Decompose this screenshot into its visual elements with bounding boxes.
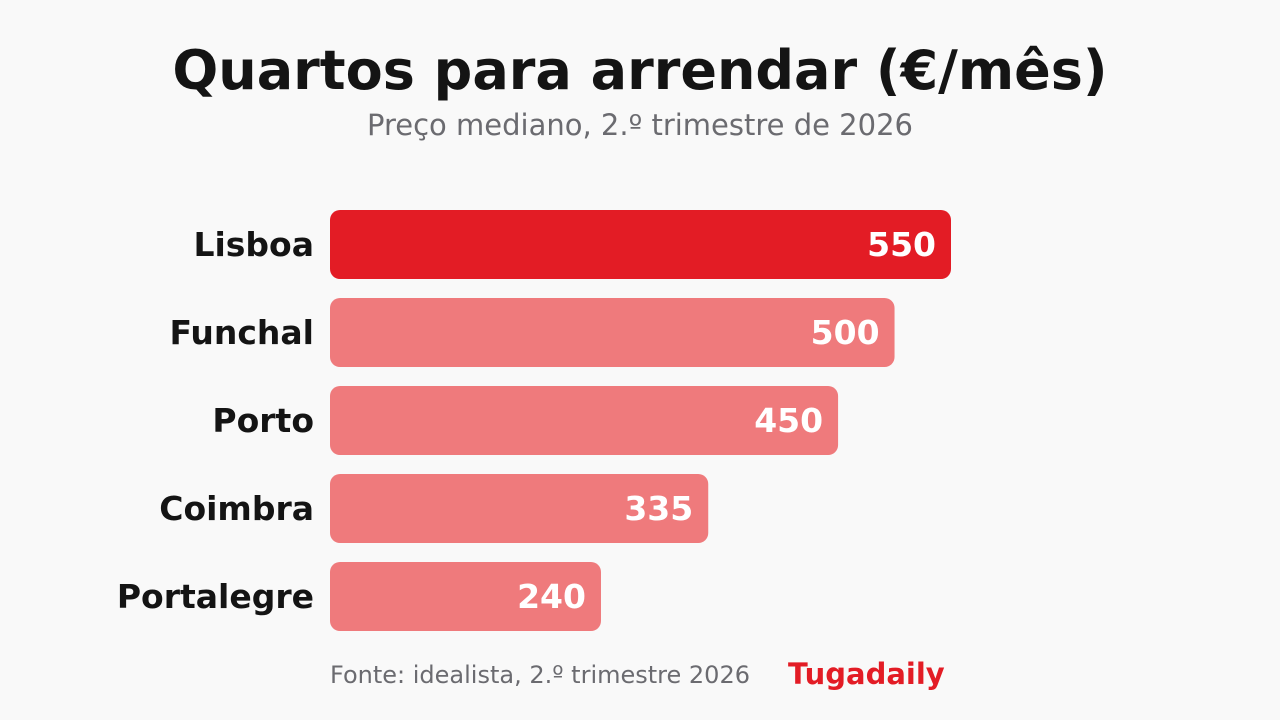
bar-funchal <box>330 298 895 367</box>
chart-subtitle: Preço mediano, 2.º trimestre de 2026 <box>367 108 913 142</box>
category-label-porto: Porto <box>212 401 314 440</box>
category-label-lisboa: Lisboa <box>193 225 314 264</box>
value-label-funchal: 500 <box>811 313 880 352</box>
value-label-coimbra: 335 <box>624 489 693 528</box>
value-label-lisboa: 550 <box>867 225 936 264</box>
source-note: Fonte: idealista, 2.º trimestre 2026 <box>330 661 750 689</box>
brand-logo-text: Tugadaily <box>788 657 945 691</box>
chart-title: Quartos para arrendar (€/mês) <box>172 39 1108 102</box>
value-label-portalegre: 240 <box>517 577 586 616</box>
category-label-portalegre: Portalegre <box>117 577 314 616</box>
bar-porto <box>330 386 839 455</box>
bar-coimbra <box>330 474 709 543</box>
bar-portalegre <box>330 562 601 631</box>
value-label-porto: 450 <box>754 401 823 440</box>
category-label-coimbra: Coimbra <box>159 489 314 528</box>
category-label-funchal: Funchal <box>169 313 314 352</box>
bar-lisboa <box>330 210 951 279</box>
